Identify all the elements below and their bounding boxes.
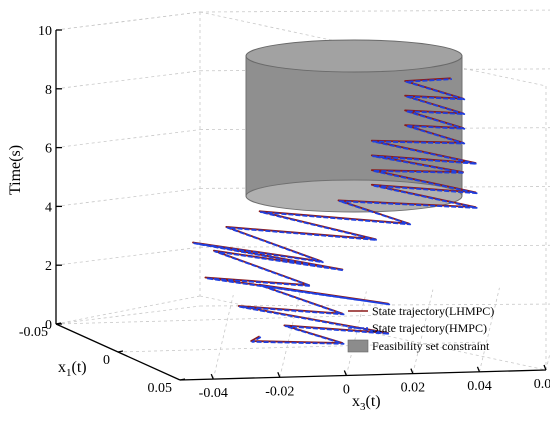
tick-marks xyxy=(55,29,547,381)
x3-gridline-5 xyxy=(545,351,550,371)
time-gridline-back-0 xyxy=(199,303,550,307)
legend-swatch-constraint xyxy=(347,339,369,353)
x3-axis-line xyxy=(179,369,547,381)
cylinder-bottom xyxy=(245,179,463,213)
x1-tick-0 xyxy=(55,322,62,325)
x3-axis-label: x3(t) xyxy=(352,393,381,413)
x1-tick-2 xyxy=(179,378,186,381)
time-gridline-back-1 xyxy=(199,244,550,248)
time-tick-label-2: 4 xyxy=(45,200,52,215)
x3-gridline-0 xyxy=(212,294,234,380)
series-group xyxy=(192,77,478,345)
time-gridline-2 xyxy=(55,188,201,207)
series-hmpc-line xyxy=(193,78,478,345)
legend-label-lhmpc: State trajectory(LHMPC) xyxy=(372,304,494,318)
cylinder-top xyxy=(245,39,463,73)
x3-tick-3 xyxy=(410,368,414,374)
x1-gridline-0 xyxy=(55,313,423,325)
time-gridline-3 xyxy=(55,129,201,148)
x3-gridline-1 xyxy=(279,293,301,378)
x1-tick-label-1: 0 xyxy=(103,353,110,368)
x3-tick-4 xyxy=(476,366,481,373)
x1-tick-1 xyxy=(117,350,124,353)
x3-tick-label-2: 0 xyxy=(343,382,350,397)
time-gridline-back-5 xyxy=(199,9,550,13)
x3-gridline-3 xyxy=(412,289,434,374)
x3-tick-2 xyxy=(343,370,347,376)
time-gridline-1 xyxy=(55,246,201,266)
time-gridline-0 xyxy=(55,305,201,325)
time-tick-label-3: 6 xyxy=(45,142,52,157)
x3-tick-0 xyxy=(210,373,214,380)
legend-entry-hmpc: State trajectory(HMPC) xyxy=(348,321,487,335)
legend-entry-lhmpc: State trajectory(LHMPC) xyxy=(348,304,494,318)
time-gridline-5 xyxy=(55,11,201,31)
time-gridline-4 xyxy=(55,70,201,90)
left-wall xyxy=(56,24,180,380)
legend-label-hmpc: State trajectory(HMPC) xyxy=(372,321,487,335)
legend-entry-constraint: Feasibility set constraint xyxy=(347,339,490,353)
time-tick-label-5: 10 xyxy=(38,24,52,39)
x3-tick-label-5: 0.06 xyxy=(534,377,550,392)
x3-tick-5 xyxy=(543,364,547,371)
time-tick-label-1: 2 xyxy=(45,259,52,274)
x3-tick-label-1: -0.02 xyxy=(265,384,294,399)
x3-tick-1 xyxy=(277,372,281,378)
x3-gridline-2 xyxy=(345,291,367,376)
time-axis-label: Time(s) xyxy=(7,145,24,195)
x3-tick-label-4: 0.04 xyxy=(467,379,492,394)
time-tick-label-0: 0 xyxy=(45,318,52,333)
legend-label-constraint: Feasibility set constraint xyxy=(372,339,490,353)
time-tick-label-4: 8 xyxy=(45,83,52,98)
x1-gridline-1 xyxy=(117,341,485,353)
x1-tick-label-0: -0.05 xyxy=(19,325,48,340)
legend: State trajectory(LHMPC) State trajectory… xyxy=(347,304,494,353)
x3-gridline-4 xyxy=(479,287,500,372)
x3-tick-label-3: 0.02 xyxy=(401,381,426,396)
x3-tick-label-0: -0.04 xyxy=(199,386,228,401)
x1-tick-label-2: 0.05 xyxy=(148,381,173,396)
x1-axis-label: x1(t) xyxy=(58,359,87,379)
